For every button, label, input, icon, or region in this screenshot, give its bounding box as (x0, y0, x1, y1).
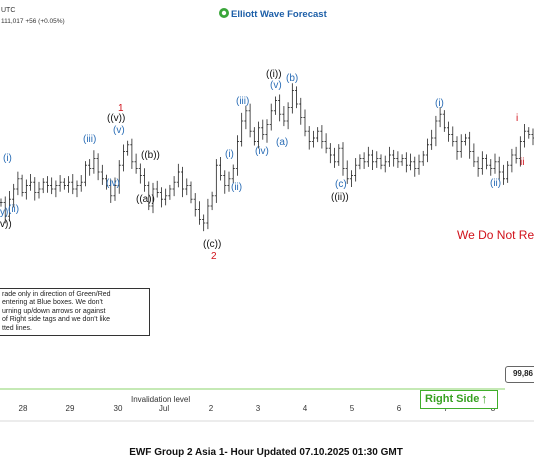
x-tick-label: 6 (397, 404, 402, 413)
x-tick-label: 29 (66, 404, 75, 413)
wave-label-a: ((a)) (136, 194, 155, 205)
wave-label-iv-b: (iv) (255, 146, 269, 157)
wave-label-i-red: i (516, 113, 518, 124)
right-side-label: Right Side (425, 393, 480, 405)
x-tick-label: 5 (350, 404, 355, 413)
price-bars (0, 83, 534, 232)
invalidation-price-tag: 99,86 (505, 366, 534, 383)
wave-label-ii-c: (ii) (490, 178, 501, 189)
wave-label-ii-circle: ((ii)) (331, 192, 349, 203)
wave-label-b: ((b)) (141, 150, 160, 161)
up-arrow-icon: ↑ (481, 391, 488, 406)
x-tick-label: 30 (114, 404, 123, 413)
wave-label-y-left: y) (0, 207, 8, 218)
wave-labels: (i) y) (ii) v)) (iii) (iv) (v) ((v)) 1 (… (0, 69, 524, 262)
x-tick-label: 4 (303, 404, 308, 413)
wave-label-vv: ((v)) (107, 113, 125, 124)
wave-label-i-circle: ((i)) (266, 69, 282, 80)
wave-label-iii-b: (iii) (236, 96, 249, 107)
symbol-label: UTC (1, 7, 15, 14)
brand-logo: Elliott Wave Forecast (219, 8, 328, 20)
quote-label: 111,017 +56 (+0.05%) (1, 18, 65, 25)
wave-label-b-blue: (b) (286, 73, 298, 84)
x-tick-label: Jul (159, 404, 169, 413)
wave-label-i-c: (i) (435, 98, 444, 109)
wave-label-ii-b: (ii) (231, 182, 242, 193)
wave-label-v-left: v)) (0, 219, 12, 230)
wave-label-iii-a: (iii) (83, 134, 96, 145)
ewf-logo-inner (221, 10, 227, 16)
wave-label-c: ((c)) (203, 239, 221, 250)
x-tick-label: 28 (19, 404, 28, 413)
invalidation-label: Invalidation level (131, 395, 190, 404)
footer-title: EWF Group 2 Asia 1- Hour Updated 07.10.2… (129, 447, 403, 458)
x-tick-label: 2 (209, 404, 214, 413)
wave-label-one: 1 (118, 103, 124, 114)
x-tick-label: 3 (256, 404, 261, 413)
right-side-tag: Right Side ↑ (420, 390, 498, 409)
wave-label-iv-a: (iv) (106, 178, 120, 189)
wave-label-i-b: (i) (225, 149, 234, 160)
wave-label-v-a: (v) (113, 125, 125, 136)
wave-label-v-b: (v) (270, 80, 282, 91)
disclaimer-box: rade only in direction of Green/Red ente… (0, 288, 150, 336)
wave-label-ii-red: ii (520, 157, 524, 168)
wave-label-a-blue: (a) (276, 137, 288, 148)
wave-label-ii-left: (ii) (8, 204, 19, 215)
notice-text: We Do Not Rec (457, 228, 534, 242)
wave-label-two: 2 (211, 251, 217, 262)
brand-name: Elliott Wave Forecast (231, 9, 328, 20)
wave-label-i-left: (i) (3, 153, 12, 164)
wave-label-c-blue: (c) (335, 179, 347, 190)
